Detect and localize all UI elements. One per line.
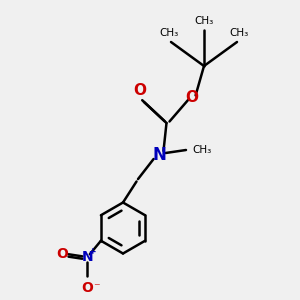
Text: O: O <box>133 83 146 98</box>
Text: CH₃: CH₃ <box>229 28 248 38</box>
Text: ⁻: ⁻ <box>93 281 99 294</box>
Text: O: O <box>56 247 68 261</box>
Text: O: O <box>185 90 199 105</box>
Text: CH₃: CH₃ <box>160 28 179 38</box>
Text: CH₃: CH₃ <box>192 145 211 155</box>
Text: N: N <box>152 146 166 164</box>
Text: CH₃: CH₃ <box>194 16 214 26</box>
Text: O: O <box>82 281 93 295</box>
Text: +: + <box>89 247 97 256</box>
Text: N: N <box>82 250 93 264</box>
